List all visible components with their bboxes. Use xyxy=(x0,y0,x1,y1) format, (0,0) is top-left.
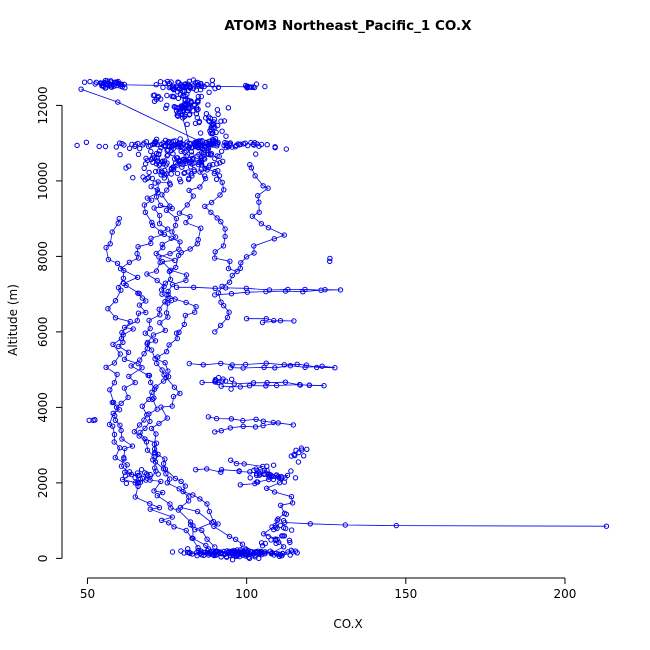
y-tick-label: 10000 xyxy=(36,162,50,200)
data-points xyxy=(74,77,610,563)
chart-title: ATOM3 Northeast_Pacific_1 CO.X xyxy=(224,18,472,34)
x-axis-label: CO.X xyxy=(333,617,362,631)
x-tick-label: 50 xyxy=(80,587,95,601)
x-tick-label: 150 xyxy=(394,587,417,601)
y-tick-label: 8000 xyxy=(36,241,50,272)
y-axis: 0 2000 4000 6000 8000 10000 12000 xyxy=(36,86,63,563)
y-tick-label: 2000 xyxy=(36,468,50,499)
x-tick-label: 200 xyxy=(554,587,577,601)
data-lines xyxy=(80,84,607,557)
x-tick-label: 100 xyxy=(235,587,258,601)
y-tick-label: 6000 xyxy=(36,317,50,348)
y-tick-label: 12000 xyxy=(36,86,50,124)
y-tick-label: 0 xyxy=(36,555,50,563)
y-tick-label: 4000 xyxy=(36,392,50,423)
y-axis-label: Altitude (m) xyxy=(6,284,20,356)
x-axis: 50 100 150 200 xyxy=(80,577,577,601)
